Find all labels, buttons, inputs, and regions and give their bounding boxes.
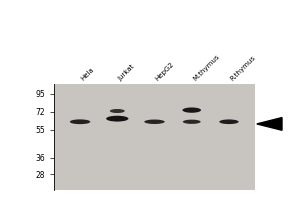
Ellipse shape [106, 116, 128, 122]
Ellipse shape [183, 120, 201, 124]
Text: Jurkat: Jurkat [117, 63, 136, 82]
Ellipse shape [219, 119, 238, 124]
Text: R.thymus: R.thymus [229, 54, 256, 82]
Ellipse shape [182, 107, 201, 113]
Ellipse shape [70, 119, 90, 124]
Polygon shape [257, 118, 282, 130]
Ellipse shape [110, 109, 125, 113]
Text: Hela: Hela [80, 67, 95, 82]
Ellipse shape [144, 120, 165, 124]
Text: HepG2: HepG2 [154, 61, 176, 82]
Text: M.thymus: M.thymus [192, 53, 220, 82]
